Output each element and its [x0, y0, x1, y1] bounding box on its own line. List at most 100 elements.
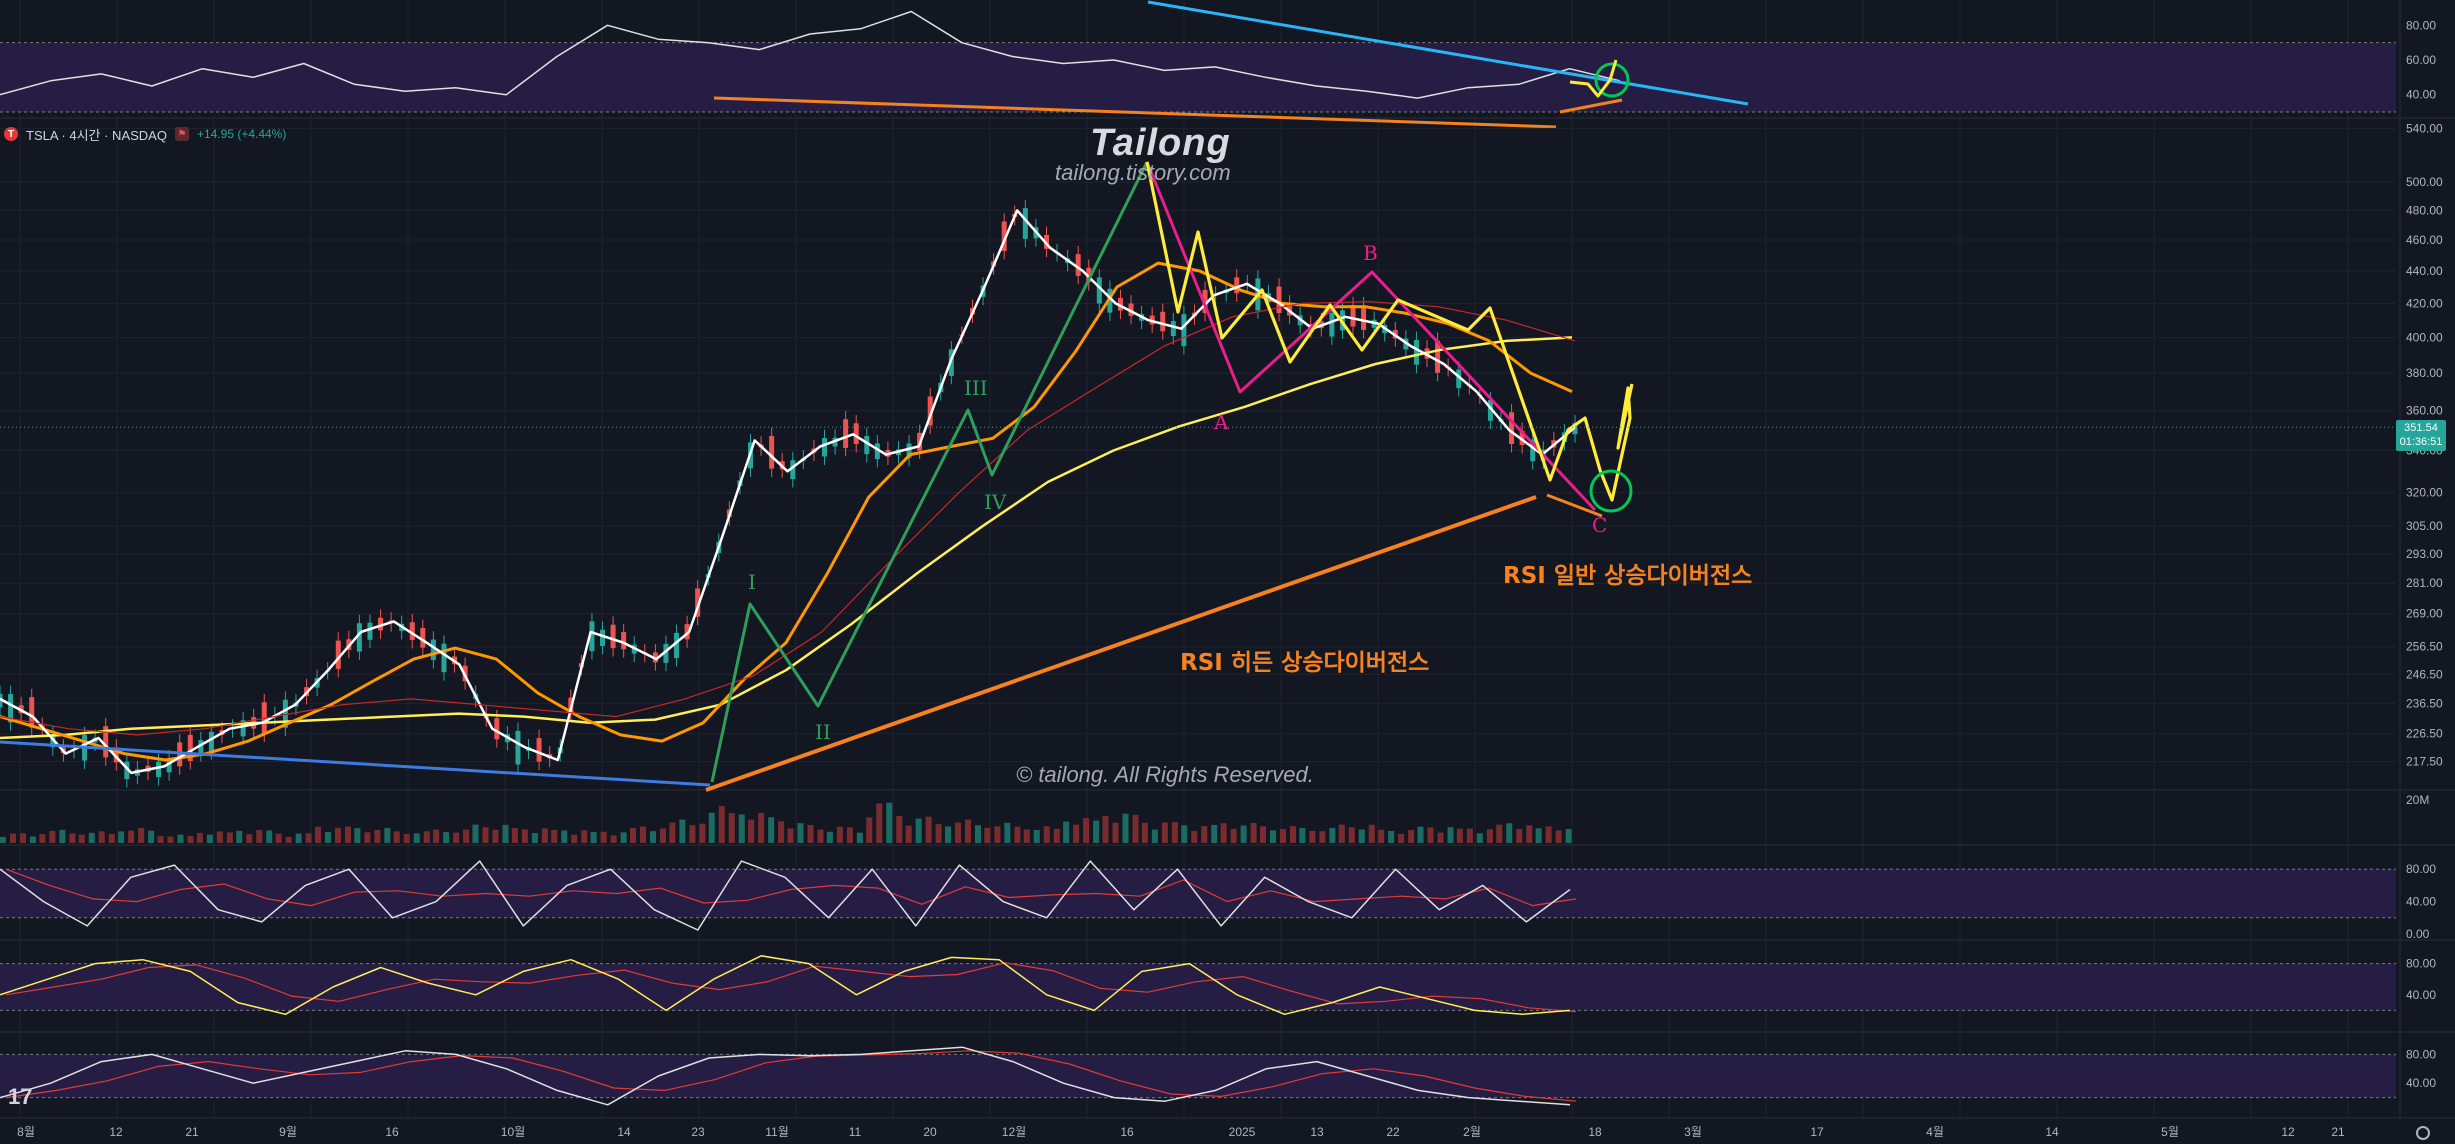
volume-bar-11-2 [453, 832, 460, 843]
price-target-circle [1589, 469, 1633, 513]
wave-label-b: B [1363, 241, 1378, 265]
volume-bar-26-2 [1043, 826, 1050, 843]
ma-long-line [0, 336, 1573, 740]
wave-label-4: IV [984, 490, 1007, 514]
candle-body-114 [1202, 289, 1208, 313]
volume-bar-3-2 [138, 827, 145, 843]
volume-bar-23-2 [925, 816, 932, 843]
wave-projection-line [1145, 161, 1634, 502]
volume-bar-32-1 [1270, 830, 1276, 843]
volume-bar-7-0 [275, 833, 282, 843]
volume-bar-14-3 [581, 830, 588, 843]
volume-bar-31-3 [1250, 822, 1257, 843]
volume-bar-16-0 [630, 827, 636, 843]
price-ytick-4: 440.00 [2406, 264, 2443, 278]
price-ytick-17: 236.50 [2406, 696, 2443, 710]
volume-bar-2-1 [88, 832, 95, 843]
volume-bar-18-0 [708, 812, 715, 843]
volume-bar-16-2 [650, 831, 656, 843]
volume-bar-12-3 [502, 824, 509, 843]
price-ytick-10: 320.00 [2406, 486, 2443, 500]
volume-bar-21-0 [826, 831, 833, 843]
stoch-signal-line [5, 868, 1577, 907]
stoch-ytick-2: 0.00 [2406, 927, 2430, 941]
volume-bar-21-2 [846, 827, 853, 843]
candle-body-40 [420, 628, 426, 648]
last-price-tag: 351.54 01:36:51 [2396, 420, 2446, 451]
volume-bar-38-1 [1506, 823, 1513, 843]
volume-bar-33-2 [1319, 831, 1326, 843]
candle-body-145 [1530, 439, 1536, 462]
volume-bar-27-0 [1063, 821, 1070, 843]
volume-bar-16-1 [640, 826, 646, 843]
time-tick-13: 2025 [1229, 1125, 1256, 1139]
volume-bar-17-0 [669, 822, 676, 843]
volume-bar-26-3 [1053, 828, 1060, 843]
srsi-ytick-1: 40.00 [2406, 988, 2436, 1002]
volume-bar-39-3 [1565, 829, 1572, 843]
srsi-signal-line [5, 962, 1577, 1013]
volume-bar-34-3 [1368, 824, 1375, 843]
candle-body-27 [282, 699, 288, 728]
candle-body-102 [1075, 254, 1081, 276]
symbol-info-bar[interactable]: T TSLA · 4시간 · NASDAQ ⚑ +14.95 (+4.44%) [4, 124, 286, 144]
volume-bar-34-1 [1348, 827, 1355, 843]
time-tick-4: 16 [385, 1125, 399, 1139]
stoch-main-line [0, 860, 1571, 931]
volume-bar-1-1 [49, 830, 56, 843]
volume-bar-18-3 [738, 814, 745, 843]
volume-bar-9-2 [374, 829, 381, 843]
rsi-band [0, 42, 2396, 112]
candle-body-65 [684, 624, 690, 640]
price-ytick-1: 500.00 [2406, 175, 2443, 189]
symbol-name[interactable]: TSLA · 4시간 · NASDAQ [26, 127, 167, 143]
stoch-ytick-0: 80.00 [2406, 862, 2436, 876]
volume-bar-1-2 [59, 829, 66, 843]
volume-bar-16-3 [660, 828, 666, 843]
rsi-ytick-0: 80.00 [2406, 18, 2436, 32]
volume-bar-36-2 [1437, 832, 1444, 843]
volume-bar-28-0 [1102, 816, 1109, 843]
volume-bar-13-0 [511, 828, 518, 843]
volume-bar-9-0 [354, 828, 361, 843]
volume-bar-9-3 [384, 827, 391, 843]
symbol-flag-icon[interactable]: ⚑ [174, 127, 189, 141]
volume-bar-2-2 [98, 831, 105, 843]
candle-body-106 [1117, 297, 1123, 311]
candle-body-34 [356, 623, 362, 652]
settings-icon[interactable] [2416, 1126, 2430, 1140]
candle-body-36 [378, 617, 384, 631]
volume-bar-27-1 [1073, 824, 1080, 843]
volume-bar-11-0 [433, 829, 440, 843]
volume-bar-11-3 [463, 829, 470, 843]
volume-bar-20-1 [797, 823, 804, 843]
volume-bar-8-3 [345, 826, 351, 843]
volume-bar-12-1 [482, 827, 489, 843]
volume-bar-10-3 [423, 831, 430, 843]
volume-bar-15-0 [590, 831, 597, 843]
candle-body-95 [1001, 221, 1007, 251]
time-tick-6: 14 [617, 1125, 631, 1139]
tradingview-logo-icon[interactable]: 17 [8, 1084, 33, 1109]
volume-bar-29-3 [1171, 822, 1178, 843]
volume-bar-7-2 [295, 833, 302, 843]
volume-bar-30-2 [1201, 826, 1208, 843]
time-tick-2: 21 [185, 1125, 199, 1139]
candle-body-83 [874, 443, 880, 460]
ma-fast-line [0, 209, 1576, 775]
candle-body-18 [187, 734, 193, 762]
osc-ytick-1: 40.00 [2406, 1076, 2436, 1090]
candle-body-11 [113, 747, 119, 763]
candle-body-1 [8, 694, 14, 723]
rsi-main-line [0, 10, 1621, 99]
volume-bar-36-0 [1417, 826, 1424, 843]
candle-body-129 [1361, 305, 1367, 330]
volume-bar-26-1 [1033, 829, 1040, 843]
candle-body-112 [1181, 314, 1187, 347]
volume-bar-19-0 [748, 819, 755, 843]
candle-body-80 [843, 419, 849, 448]
volume-bar-4-1 [167, 836, 174, 843]
volume-bar-2-3 [108, 834, 115, 843]
candle-body-97 [1022, 208, 1028, 239]
